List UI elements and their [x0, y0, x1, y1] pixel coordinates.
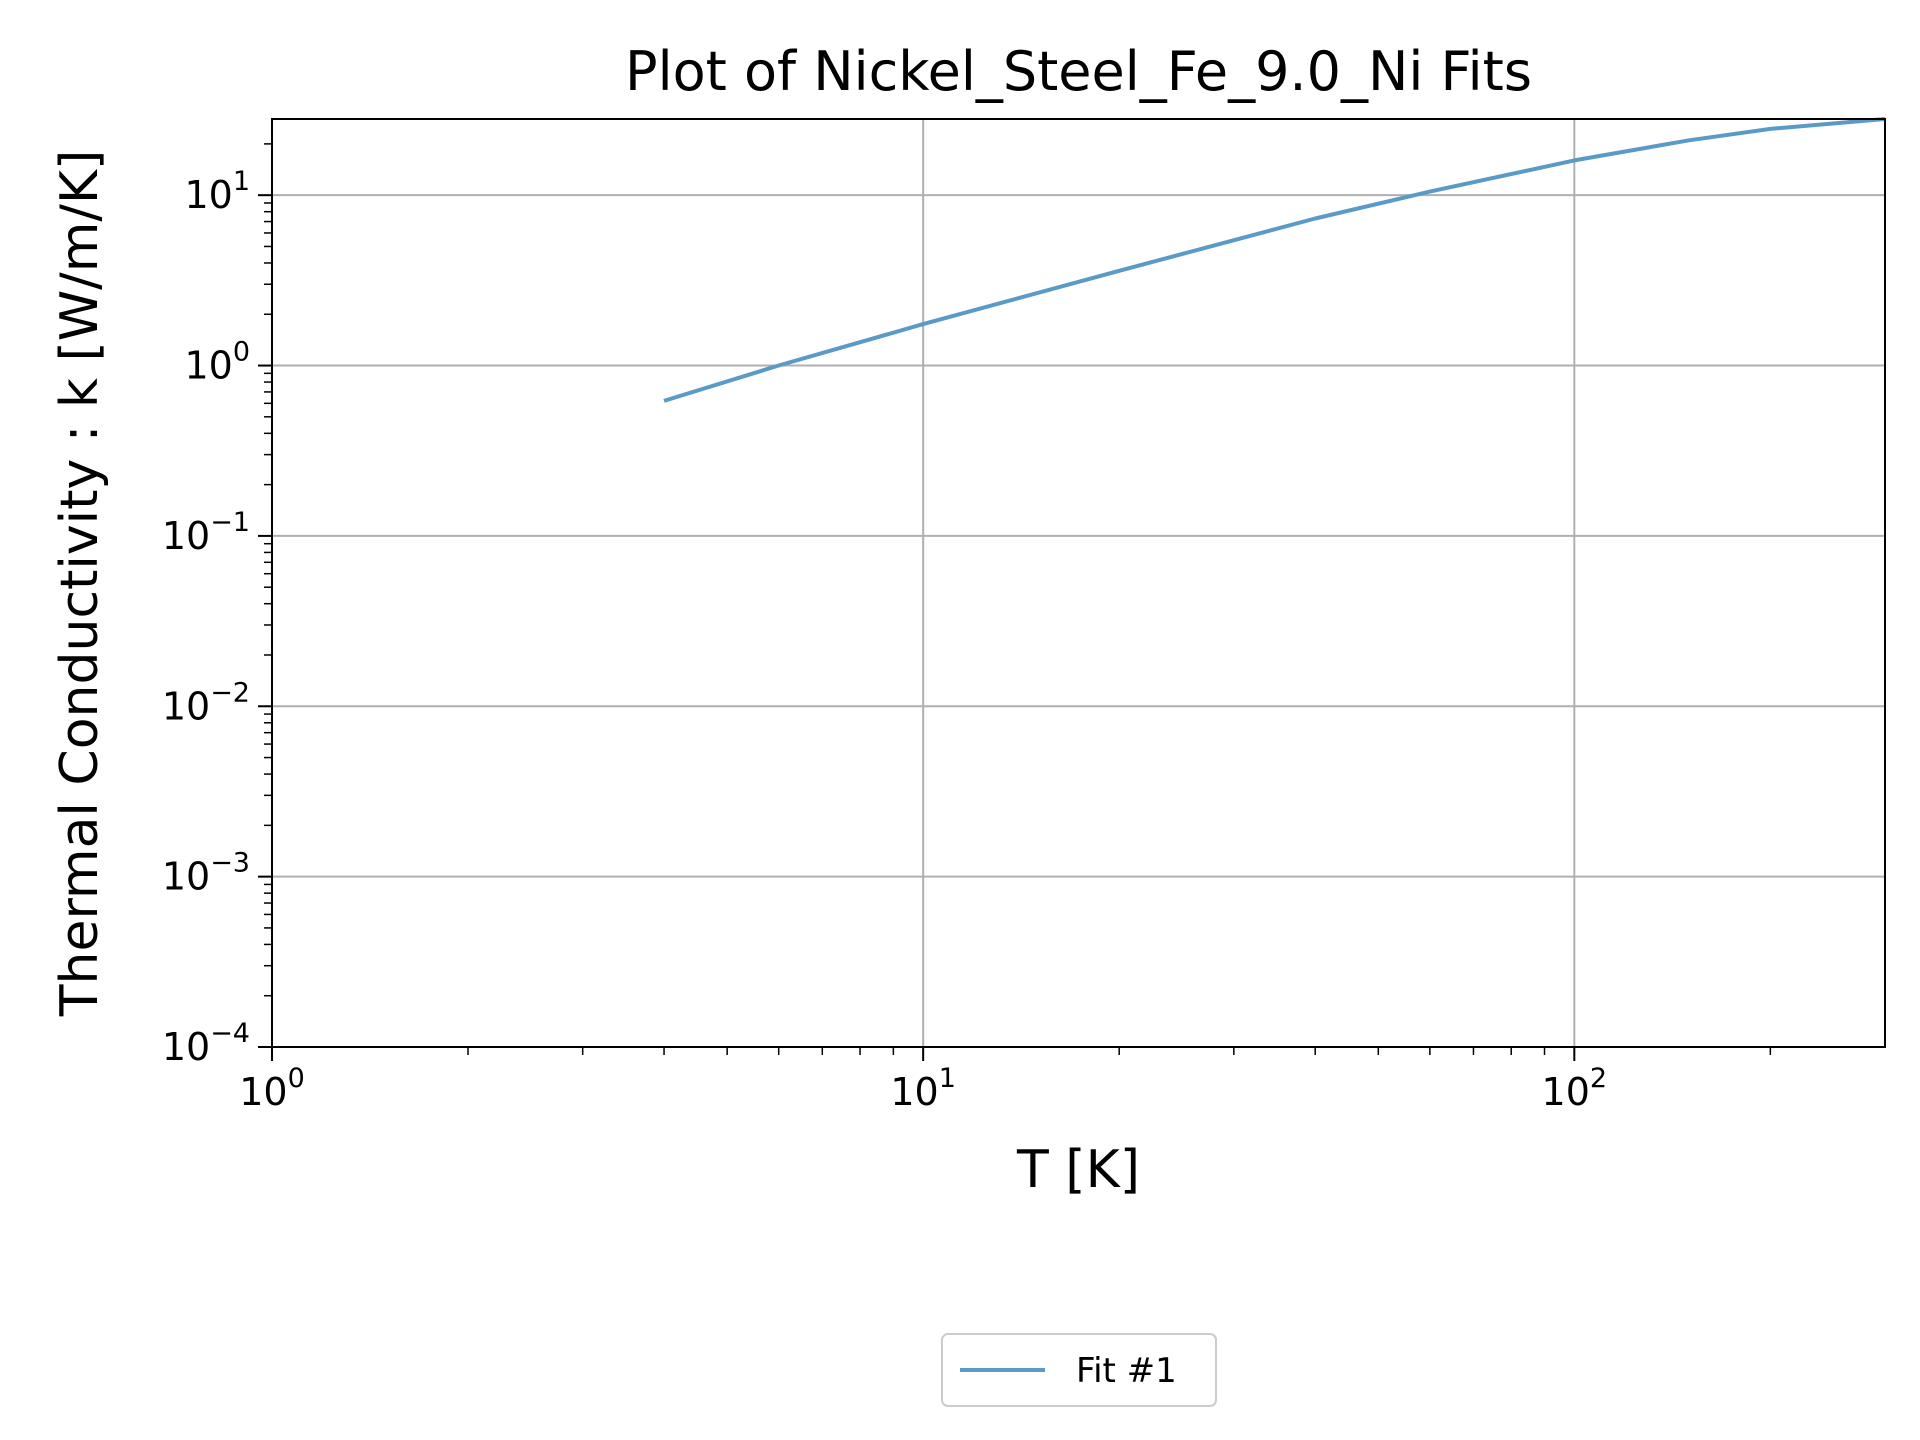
- y-axis-label: Thermal Conductivity : k [W/m/K]: [50, 150, 110, 1018]
- series-layer: [663, 117, 1886, 403]
- legend-label: Fit #1: [1076, 1351, 1177, 1391]
- x-tick-label: 100: [239, 1063, 305, 1114]
- axis-ticks: [258, 143, 1772, 1061]
- plot-area-frame: [271, 118, 1886, 1048]
- y-tick-label: 10−2: [162, 677, 250, 728]
- grid: [271, 119, 1885, 1048]
- legend: Fit #1: [941, 1333, 1217, 1407]
- y-tick-label: 101: [184, 166, 250, 217]
- legend-box: [941, 1333, 1217, 1407]
- tick-labels: 100 101 102 10−4 10−3 10−2 10−1 100 101: [162, 166, 1607, 1114]
- x-tick-label: 101: [890, 1063, 956, 1114]
- y-tick-label: 100: [184, 337, 250, 388]
- y-tick-label: 10−1: [162, 507, 250, 558]
- series-line: [663, 117, 1886, 403]
- chart-title: Plot of Nickel_Steel_Fe_9.0_Ni Fits: [625, 40, 1532, 103]
- y-tick-label: 10−3: [162, 848, 250, 899]
- x-tick-label: 102: [1542, 1063, 1608, 1114]
- y-tick-label: 10−4: [162, 1018, 250, 1069]
- x-axis-label: T [K]: [1016, 1140, 1140, 1200]
